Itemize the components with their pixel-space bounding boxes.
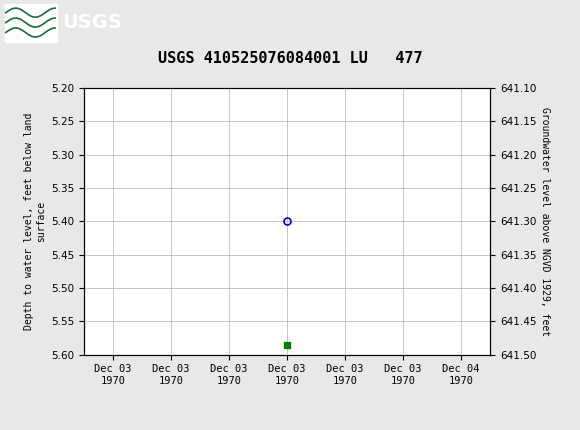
Bar [5,3,57,42]
Text: USGS: USGS [63,13,122,32]
Y-axis label: Groundwater level above NGVD 1929, feet: Groundwater level above NGVD 1929, feet [540,107,550,336]
Text: USGS 410525076084001 LU   477: USGS 410525076084001 LU 477 [158,51,422,65]
Y-axis label: Depth to water level, feet below land
surface: Depth to water level, feet below land su… [24,113,46,330]
